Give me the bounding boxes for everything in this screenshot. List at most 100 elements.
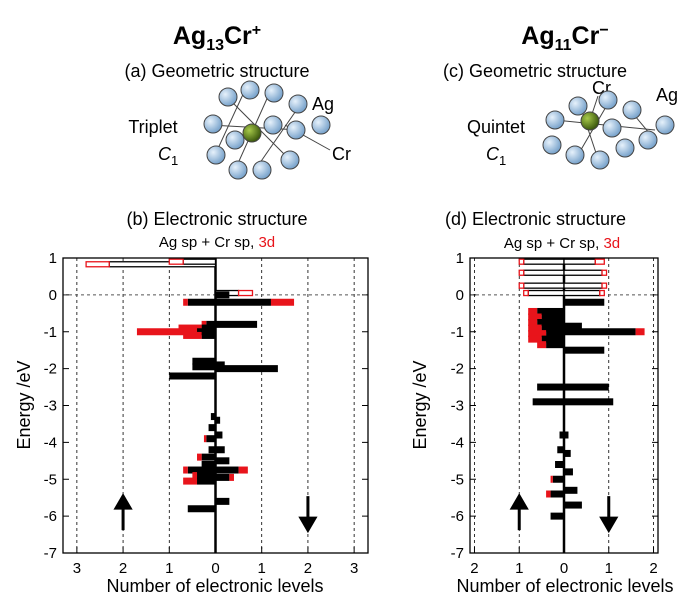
level-sp	[188, 299, 216, 306]
level-sp	[202, 332, 216, 339]
level-sp	[564, 468, 573, 475]
spin-up-arrow	[116, 496, 130, 530]
level-sp	[560, 432, 564, 439]
y-tick-label: -3	[44, 398, 57, 415]
level-d	[204, 435, 206, 442]
level-sp	[524, 259, 564, 264]
level-d	[86, 262, 109, 267]
x-tick-label: 1	[515, 560, 523, 577]
formula-part: −	[599, 22, 608, 39]
level-d	[602, 283, 606, 288]
y-tick-label: -2	[44, 361, 57, 378]
x-tick-label: 1	[258, 560, 266, 577]
level-sp	[564, 487, 577, 494]
level-sp	[564, 384, 609, 391]
y-tick-label: -5	[451, 471, 464, 488]
y-tick-label: -3	[451, 398, 464, 415]
level-sp	[192, 363, 215, 370]
level-sp	[209, 424, 216, 431]
level-d	[183, 467, 188, 474]
y-tick-label: -4	[451, 434, 464, 451]
y-tick-label: 0	[49, 287, 57, 304]
level-sp	[564, 270, 602, 275]
atom-label: Ag	[312, 94, 334, 114]
level-sp	[216, 321, 258, 328]
x-tick-label: 1	[165, 560, 173, 577]
level-d	[239, 467, 248, 474]
level-sp	[216, 291, 230, 298]
formula-part: Cr	[224, 22, 252, 50]
level-d	[183, 299, 188, 306]
x-tick-label: 3	[73, 560, 81, 577]
level-d	[537, 341, 546, 348]
legend-entry: 3d	[603, 235, 620, 252]
level-d	[636, 328, 645, 335]
x-tick-label: 3	[350, 560, 358, 577]
level-sp	[564, 328, 636, 335]
level-sp	[564, 299, 604, 306]
level-d	[197, 454, 202, 461]
y-tick-label: -2	[451, 361, 464, 378]
y-tick-label: -5	[44, 471, 57, 488]
level-sp	[216, 457, 230, 464]
level-d	[595, 259, 604, 264]
y-axis-label: Energy /eV	[14, 360, 34, 449]
level-sp	[183, 259, 215, 264]
spin-state: Triplet	[128, 117, 177, 137]
level-sp	[206, 435, 215, 442]
level-d	[229, 474, 234, 481]
structure-title: (a) Geometric structure	[124, 61, 309, 81]
level-sp	[564, 283, 602, 288]
level-d	[239, 291, 253, 296]
formula-part: Ag	[521, 22, 554, 50]
x-tick-label: 0	[211, 560, 219, 577]
level-d	[183, 332, 201, 339]
y-tick-label: -6	[451, 508, 464, 525]
y-tick-label: 1	[456, 250, 464, 267]
x-tick-label: 2	[304, 560, 312, 577]
atom-label: Cr	[332, 144, 351, 164]
level-sp	[216, 498, 230, 505]
level-sp	[216, 432, 223, 439]
level-sp	[553, 476, 564, 483]
level-sp	[564, 502, 582, 509]
legend: Ag sp + Cr sp, 3d	[159, 234, 275, 251]
level-sp	[216, 467, 239, 474]
symmetry: C1	[158, 144, 178, 168]
level-d	[271, 299, 294, 306]
panel-title: Ag11Cr−	[521, 22, 608, 54]
level-d	[602, 270, 606, 275]
x-axis-label: Number of electronic levels	[106, 576, 323, 596]
y-tick-label: -1	[44, 324, 57, 341]
level-d	[519, 270, 523, 275]
spin-up-arrow	[512, 496, 526, 530]
x-tick-label: 2	[119, 560, 127, 577]
x-axis-label: Number of electronic levels	[456, 576, 673, 596]
symmetry-part: C	[486, 144, 500, 164]
level-sp	[216, 365, 278, 372]
formula-part: +	[252, 22, 261, 39]
formula-part: Cr	[572, 22, 600, 50]
level-sp	[555, 461, 564, 468]
x-tick-label: 0	[560, 560, 568, 577]
y-tick-label: 1	[49, 250, 57, 267]
legend-entry: Ag sp + Cr sp,	[159, 234, 259, 251]
level-d	[600, 291, 604, 296]
legend-entry: Ag sp + Cr sp,	[504, 235, 604, 252]
level-d	[551, 476, 553, 483]
level-sp	[564, 450, 571, 457]
level-sp	[564, 291, 600, 296]
panel-title: Ag13Cr+	[173, 22, 261, 54]
level-sp	[197, 478, 215, 485]
spin-down-arrow	[602, 496, 616, 530]
formula-part: 11	[555, 37, 572, 54]
symmetry-part: 1	[499, 153, 506, 168]
level-sp	[211, 413, 216, 420]
symmetry: C1	[486, 144, 506, 168]
formula-part: 13	[206, 37, 224, 54]
spin-state: Quintet	[467, 117, 525, 137]
y-tick-label: 0	[456, 287, 464, 304]
legend: Ag sp + Cr sp, 3d	[504, 235, 620, 252]
level-sp	[169, 373, 215, 380]
